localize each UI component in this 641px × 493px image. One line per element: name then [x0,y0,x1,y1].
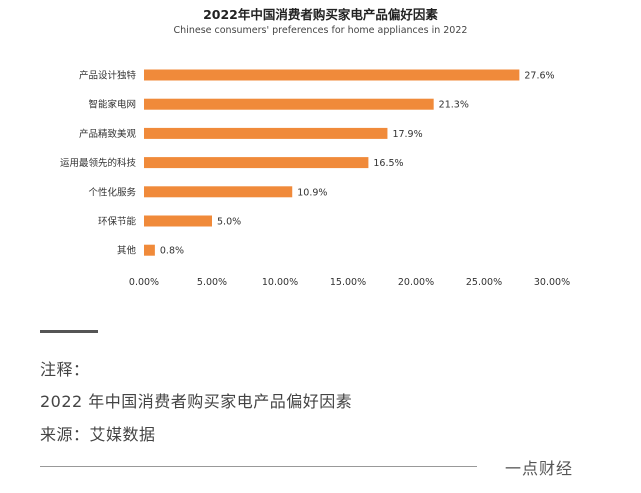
x-tick-label: 20.00% [398,277,434,288]
notes-source: 来源：艾媒数据 [40,425,156,444]
data-label: 16.5% [373,158,403,169]
data-label: 27.6% [524,71,554,82]
category-label: 环保节能 [98,216,137,228]
bar [144,186,293,198]
category-label: 产品设计独特 [79,70,137,82]
bar [144,244,155,256]
data-label: 5.0% [217,217,241,228]
bar-chart: 2022年中国消费者购买家电产品偏好因素 Chinese consumers' … [60,7,570,288]
category-label: 智能家电网 [88,99,136,111]
footer-divider [40,466,477,467]
x-tick-label: 30.00% [534,277,570,288]
data-label: 17.9% [392,129,422,140]
category-label: 个性化服务 [88,186,136,198]
bar [144,157,369,169]
bar [144,215,212,227]
x-tick-label: 10.00% [262,277,298,288]
brand-name: 一点财经 [505,459,574,478]
category-label: 其他 [117,245,137,257]
data-label: 0.8% [160,246,184,257]
chart-title: 2022年中国消费者购买家电产品偏好因素 [203,7,438,22]
x-tick-label: 15.00% [330,277,366,288]
bar [144,98,434,110]
notes-heading: 注释： [40,360,90,379]
section-divider [40,330,98,333]
bar [144,69,520,81]
x-tick-label: 25.00% [466,277,502,288]
bar [144,127,388,139]
x-tick-label: 0.00% [129,277,159,288]
data-label: 21.3% [439,100,469,111]
category-label: 运用最领先的科技 [60,157,137,169]
notes-text: 2022 年中国消费者购买家电产品偏好因素 [40,392,353,411]
x-tick-label: 5.00% [197,277,227,288]
data-label: 10.9% [297,187,327,198]
chart-plot: 产品设计独特 27.6% 智能家电网 21.3% 产品精致美观 17.9% 运用最领先的科技… [60,69,570,288]
chart-subtitle: Chinese consumers' preferences for home … [173,25,468,36]
category-label: 产品精致美观 [79,128,137,140]
